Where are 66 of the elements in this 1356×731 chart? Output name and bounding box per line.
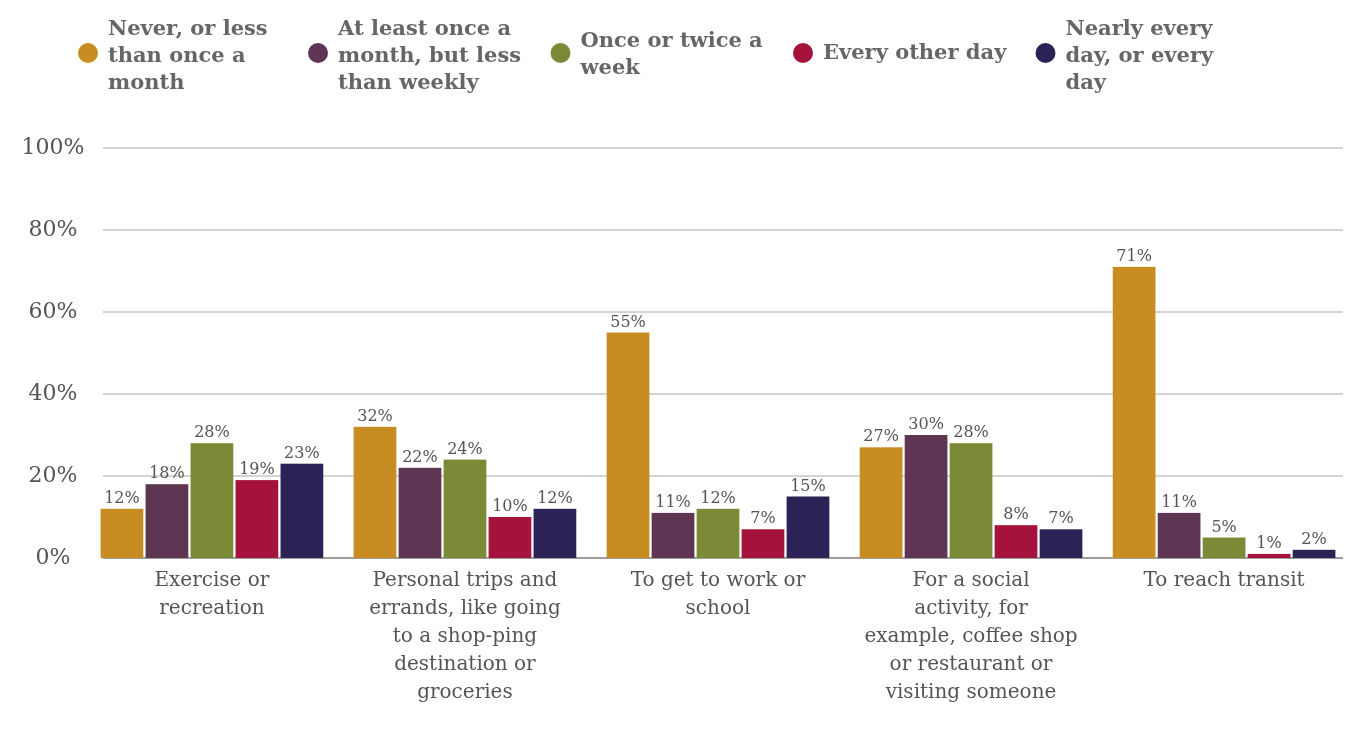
- data-label: 12%: [537, 487, 573, 507]
- data-label: 28%: [194, 422, 230, 442]
- data-label: 12%: [104, 487, 140, 507]
- bar: [651, 512, 695, 558]
- data-label: 19%: [239, 459, 275, 479]
- y-tick-label: 100%: [21, 134, 85, 159]
- data-label: 5%: [1211, 516, 1237, 536]
- bar: [859, 447, 903, 558]
- y-tick-label: 80%: [28, 216, 78, 241]
- legend-label: At least once a month, but less than weekly: [337, 14, 522, 94]
- data-label: 11%: [655, 491, 691, 511]
- data-label: 12%: [700, 487, 736, 507]
- bar: [741, 529, 785, 558]
- y-tick-label: 40%: [28, 380, 78, 405]
- bar: [904, 435, 948, 558]
- bar: [398, 467, 442, 558]
- x-tick-label: Exercise or recreation: [154, 567, 270, 619]
- data-label: 11%: [1161, 491, 1197, 511]
- bar: [533, 508, 577, 558]
- bar: [1247, 553, 1291, 558]
- data-label: 7%: [750, 508, 776, 528]
- data-label: 1%: [1256, 532, 1282, 552]
- bar: [606, 332, 650, 558]
- bar: [1157, 512, 1201, 558]
- bar: [786, 496, 830, 558]
- x-tick-label: Personal trips and errands, like going to a shop-ping destination or groceries: [369, 567, 561, 703]
- bar: [696, 508, 740, 558]
- x-tick-label: To get to work or school: [630, 567, 806, 619]
- data-label: 10%: [492, 496, 528, 515]
- data-label: 27%: [863, 426, 899, 446]
- bar: [235, 480, 279, 558]
- data-label: 23%: [284, 442, 320, 462]
- bar: [488, 517, 532, 558]
- data-label: 2%: [1301, 528, 1327, 548]
- data-label: 30%: [908, 414, 944, 433]
- y-tick-label: 20%: [28, 462, 78, 487]
- bar: [443, 459, 487, 558]
- data-label: 71%: [1116, 245, 1152, 265]
- data-label: 24%: [447, 438, 483, 458]
- bar: [145, 484, 189, 558]
- data-label: 55%: [610, 311, 646, 331]
- data-label: 15%: [790, 475, 826, 495]
- bar: [949, 443, 993, 558]
- data-label: 28%: [953, 422, 989, 442]
- legend-label: Every other day: [823, 38, 1008, 64]
- bar: [1292, 549, 1336, 558]
- bar: [100, 508, 144, 558]
- bar: [994, 525, 1038, 558]
- data-label: 18%: [149, 463, 185, 483]
- data-label: 22%: [402, 446, 438, 466]
- data-label: 7%: [1048, 508, 1074, 528]
- legend-label: Once or twice a week: [579, 26, 764, 79]
- bar: [353, 426, 397, 558]
- bar: [190, 443, 234, 558]
- data-label: 8%: [1003, 504, 1029, 524]
- bar: [280, 463, 324, 558]
- legend-label: Nearly every day, or every day: [1065, 14, 1214, 94]
- bar: [1112, 266, 1156, 558]
- x-tick-label: To reach transit: [1143, 567, 1305, 591]
- data-label: 32%: [357, 405, 393, 425]
- legend-label: Never, or less than once a month: [108, 14, 268, 94]
- y-tick-label: 60%: [28, 298, 78, 323]
- y-tick-label: 0%: [35, 544, 71, 569]
- bar: [1202, 537, 1246, 558]
- bar: [1039, 529, 1083, 558]
- x-tick-label: For a social activity, for example, coffee shop or restaurant or visiting someone: [864, 567, 1078, 703]
